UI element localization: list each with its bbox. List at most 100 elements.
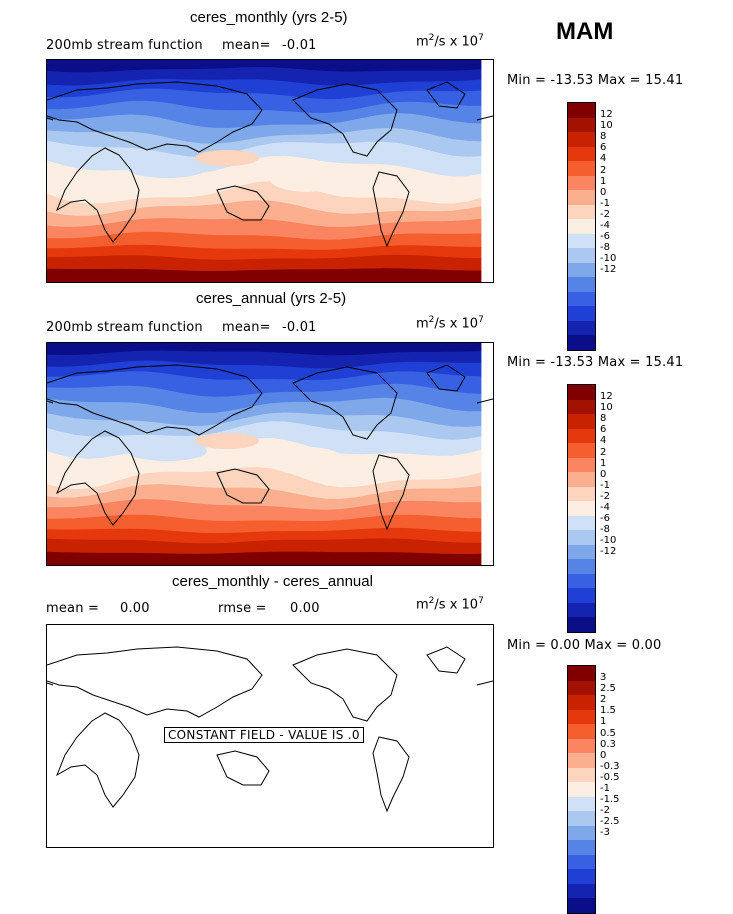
colorbar-tick-label: -4	[600, 220, 610, 231]
panel2-mean-label: mean=	[222, 320, 271, 335]
panel1-map-svg	[47, 60, 493, 282]
colorbar-tick-label: 0	[600, 749, 607, 761]
colorbar-swatch	[568, 666, 595, 681]
colorbar-tick-label: -6	[600, 513, 610, 525]
coastline	[216, 468, 270, 504]
colorbar-swatch	[568, 219, 595, 234]
colorbar-tick-label: 2.5	[600, 683, 616, 695]
coastline	[292, 366, 398, 440]
colorbar-swatch	[568, 175, 595, 190]
colorbar-swatch	[568, 724, 595, 739]
colorbar-tick-label: 10	[600, 402, 613, 414]
coastline	[216, 185, 270, 221]
colorbar-swatch	[568, 854, 595, 869]
colorbar-tick-label: 2	[600, 694, 607, 706]
colorbar-swatch	[568, 602, 595, 617]
colorbar-tick-label: -0.5	[600, 771, 620, 783]
colorbar-tick-label: -2	[600, 490, 610, 502]
coastline	[426, 81, 466, 109]
panel3-units: m2/s x 107	[416, 596, 484, 613]
colorbar-swatch	[568, 472, 595, 487]
coastline	[216, 750, 270, 786]
colorbar-swatch	[568, 515, 595, 530]
coastline	[47, 398, 493, 404]
colorbar-swatch	[568, 544, 595, 559]
colorbar-swatch	[568, 306, 595, 321]
field-band	[47, 551, 482, 565]
colorbar-swatch	[568, 588, 595, 603]
colorbar-tick-label: -2	[600, 805, 610, 817]
panel1-minmax: Min = -13.53 Max = 15.41	[507, 73, 684, 88]
coastline	[372, 736, 410, 813]
panel2-mean-value: -0.01	[282, 320, 317, 335]
colorbar-tick-label: 12	[600, 109, 613, 120]
panel2-colorbar	[567, 384, 596, 633]
panel2-map	[46, 342, 494, 566]
colorbar-tick-label: -12	[600, 546, 617, 558]
colorbar-swatch	[568, 680, 595, 695]
colorbar-tick-label: -2.5	[600, 816, 620, 828]
colorbar-swatch	[568, 132, 595, 147]
panel2-map-svg	[47, 343, 493, 565]
colorbar-tick-label: -0.3	[600, 760, 620, 772]
coastline	[47, 364, 263, 436]
coastline	[47, 646, 263, 718]
colorbar-tick-label: 8	[600, 413, 607, 425]
colorbar-swatch	[568, 248, 595, 263]
field-anomaly	[195, 433, 259, 449]
panel3-mean-label: mean =	[46, 601, 100, 616]
coastline	[292, 648, 398, 722]
colorbar-swatch	[568, 399, 595, 414]
panel2-field-label: 200mb stream function	[46, 320, 203, 335]
field-anomaly	[127, 158, 207, 178]
colorbar-tick-label: 6	[600, 142, 607, 154]
coastline	[47, 680, 493, 686]
colorbar-tick-label: -3	[600, 827, 610, 839]
colorbar-swatch	[568, 869, 595, 884]
colorbar-swatch	[568, 709, 595, 724]
field-anomaly	[195, 150, 259, 166]
colorbar-tick-label: -1	[600, 783, 610, 794]
coastline	[426, 364, 466, 392]
field-anomaly	[269, 164, 345, 192]
panel1-units: m2/s x 107	[416, 33, 484, 50]
colorbar-tick-label: 4	[600, 435, 607, 447]
colorbar-swatch	[568, 262, 595, 277]
colorbar-swatch	[568, 335, 595, 350]
coastline	[56, 147, 140, 243]
colorbar-swatch	[568, 291, 595, 306]
coastline	[426, 646, 466, 674]
panel2-minmax: Min = -13.53 Max = 15.41	[507, 355, 684, 370]
colorbar-swatch	[568, 796, 595, 811]
coastline	[47, 115, 493, 121]
panel1-map	[46, 59, 494, 283]
colorbar-tick-label: 1	[600, 457, 607, 469]
colorbar-swatch	[568, 695, 595, 710]
coastline	[56, 430, 140, 526]
colorbar-swatch	[568, 840, 595, 855]
field-anomaly	[269, 447, 345, 475]
colorbar-tick-label: 2	[600, 446, 607, 458]
colorbar-swatch	[568, 617, 595, 632]
colorbar-swatch	[568, 161, 595, 176]
panel3-minmax: Min = 0.00 Max = 0.00	[507, 638, 662, 653]
colorbar-tick-label: -6	[600, 231, 610, 243]
colorbar-tick-label: -1	[600, 197, 610, 209]
colorbar-swatch	[568, 385, 595, 400]
colorbar-swatch	[568, 428, 595, 443]
colorbar-swatch	[568, 443, 595, 458]
colorbar-tick-label: -12	[600, 264, 617, 276]
colorbar-swatch	[568, 753, 595, 768]
panel3-rmse-label: rmse =	[218, 601, 267, 616]
panel1-mean-label: mean=	[222, 38, 271, 53]
colorbar-tick-label: 12	[600, 391, 613, 402]
field-anomaly	[127, 441, 207, 461]
field-band	[47, 268, 482, 282]
panel1-colorbar	[567, 102, 596, 351]
colorbar-tick-label: 10	[600, 120, 613, 132]
colorbar-tick-label: -1.5	[600, 794, 620, 806]
colorbar-tick-label: 6	[600, 424, 607, 436]
colorbar-swatch	[568, 414, 595, 429]
colorbar-swatch	[568, 486, 595, 501]
colorbar-tick-label: 2	[600, 164, 607, 176]
